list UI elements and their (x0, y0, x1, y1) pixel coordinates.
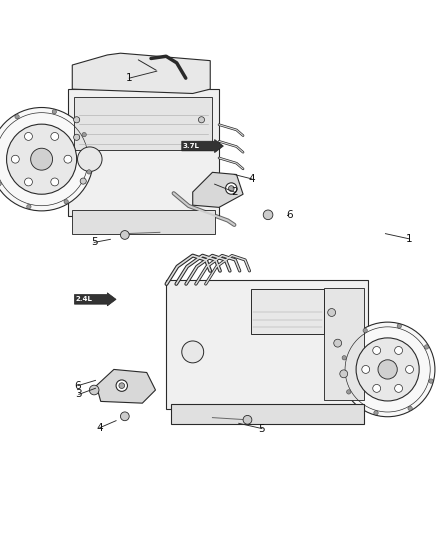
Circle shape (342, 356, 346, 360)
FancyBboxPatch shape (74, 96, 212, 150)
Circle shape (356, 338, 419, 401)
Text: 3.7L: 3.7L (183, 143, 200, 149)
Circle shape (362, 366, 370, 374)
Circle shape (64, 155, 72, 163)
Circle shape (0, 108, 93, 211)
FancyBboxPatch shape (171, 405, 364, 424)
Circle shape (116, 380, 127, 391)
FancyBboxPatch shape (166, 280, 368, 409)
Polygon shape (72, 53, 210, 93)
Circle shape (0, 182, 1, 186)
Circle shape (80, 178, 86, 184)
Circle shape (89, 385, 99, 395)
Circle shape (87, 169, 91, 174)
Text: 3: 3 (75, 390, 82, 399)
Circle shape (395, 346, 403, 354)
Circle shape (378, 360, 397, 379)
Circle shape (198, 117, 205, 123)
FancyBboxPatch shape (324, 288, 364, 400)
Circle shape (395, 384, 403, 392)
Circle shape (82, 132, 86, 137)
Circle shape (51, 178, 59, 186)
FancyBboxPatch shape (72, 209, 215, 233)
Circle shape (15, 115, 19, 119)
Circle shape (373, 346, 381, 354)
Circle shape (340, 322, 435, 417)
Circle shape (27, 205, 31, 209)
Text: 4: 4 (248, 174, 255, 184)
Circle shape (424, 345, 429, 349)
FancyArrow shape (182, 140, 223, 152)
Circle shape (120, 231, 129, 239)
Circle shape (120, 412, 129, 421)
Circle shape (11, 155, 19, 163)
Circle shape (373, 384, 381, 392)
Circle shape (25, 133, 32, 140)
Circle shape (374, 410, 378, 415)
Circle shape (340, 370, 348, 378)
Polygon shape (193, 172, 243, 207)
Circle shape (263, 210, 273, 220)
Text: 5: 5 (91, 237, 98, 247)
Circle shape (74, 117, 80, 123)
Circle shape (74, 134, 80, 140)
FancyBboxPatch shape (68, 89, 219, 216)
Text: 1: 1 (126, 73, 133, 83)
Circle shape (346, 390, 351, 394)
Circle shape (119, 383, 124, 389)
Circle shape (363, 328, 367, 333)
Circle shape (408, 406, 412, 410)
Circle shape (429, 379, 433, 383)
Text: 1: 1 (406, 234, 413, 244)
FancyArrow shape (74, 293, 116, 306)
Text: 6: 6 (286, 210, 293, 220)
Circle shape (78, 147, 102, 172)
Circle shape (328, 309, 336, 317)
Circle shape (182, 341, 204, 363)
Circle shape (243, 415, 252, 424)
Circle shape (52, 110, 57, 114)
Circle shape (31, 148, 53, 170)
Circle shape (7, 124, 77, 194)
Text: 2.4L: 2.4L (76, 296, 92, 302)
FancyBboxPatch shape (251, 289, 324, 334)
Circle shape (334, 339, 342, 347)
Polygon shape (96, 369, 155, 403)
Circle shape (64, 199, 68, 204)
Circle shape (406, 366, 413, 374)
Text: 6: 6 (74, 381, 81, 391)
Circle shape (397, 324, 402, 328)
Text: 2: 2 (231, 187, 238, 197)
Circle shape (25, 178, 32, 186)
Text: 4: 4 (96, 423, 103, 433)
Text: 5: 5 (258, 424, 265, 433)
Circle shape (226, 183, 237, 194)
Circle shape (51, 133, 59, 140)
Circle shape (229, 185, 234, 191)
